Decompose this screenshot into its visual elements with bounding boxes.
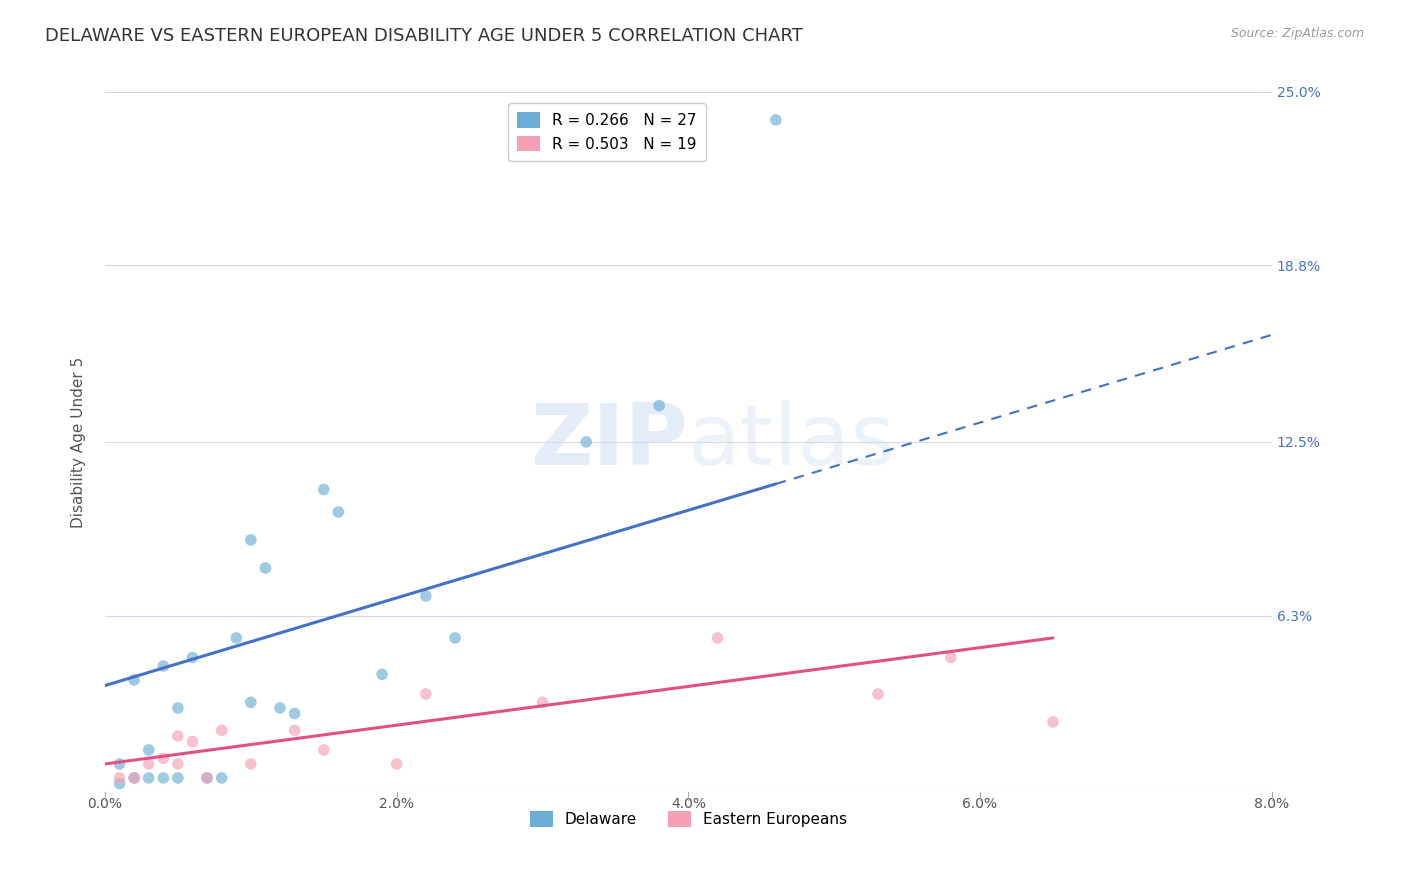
Point — [181, 734, 204, 748]
Point — [371, 667, 394, 681]
Text: atlas: atlas — [689, 401, 897, 483]
Point — [385, 756, 408, 771]
Point — [239, 695, 262, 709]
Point — [312, 483, 335, 497]
Point — [575, 434, 598, 449]
Point — [138, 756, 160, 771]
Point — [195, 771, 218, 785]
Point — [108, 776, 131, 790]
Point — [284, 723, 307, 738]
Point — [225, 631, 247, 645]
Point — [167, 701, 190, 715]
Point — [284, 706, 307, 721]
Point — [122, 673, 145, 687]
Legend: Delaware, Eastern Europeans: Delaware, Eastern Europeans — [523, 805, 853, 833]
Text: Source: ZipAtlas.com: Source: ZipAtlas.com — [1230, 27, 1364, 40]
Point — [122, 771, 145, 785]
Point — [706, 631, 728, 645]
Text: DELAWARE VS EASTERN EUROPEAN DISABILITY AGE UNDER 5 CORRELATION CHART: DELAWARE VS EASTERN EUROPEAN DISABILITY … — [45, 27, 803, 45]
Point — [167, 756, 190, 771]
Point — [138, 743, 160, 757]
Point — [138, 771, 160, 785]
Point — [152, 659, 174, 673]
Point — [939, 650, 962, 665]
Point — [765, 112, 787, 127]
Point — [211, 723, 233, 738]
Point — [108, 771, 131, 785]
Y-axis label: Disability Age Under 5: Disability Age Under 5 — [72, 356, 86, 527]
Point — [269, 701, 291, 715]
Point — [152, 771, 174, 785]
Point — [195, 771, 218, 785]
Text: ZIP: ZIP — [530, 401, 689, 483]
Point — [181, 650, 204, 665]
Point — [239, 756, 262, 771]
Point — [444, 631, 467, 645]
Point — [239, 533, 262, 547]
Point — [211, 771, 233, 785]
Point — [167, 729, 190, 743]
Point — [328, 505, 350, 519]
Point — [866, 687, 889, 701]
Point — [108, 756, 131, 771]
Point — [254, 561, 277, 575]
Point — [415, 589, 437, 603]
Point — [415, 687, 437, 701]
Point — [167, 771, 190, 785]
Point — [312, 743, 335, 757]
Point — [152, 751, 174, 765]
Point — [1042, 714, 1064, 729]
Point — [648, 399, 671, 413]
Point — [122, 771, 145, 785]
Point — [531, 695, 554, 709]
